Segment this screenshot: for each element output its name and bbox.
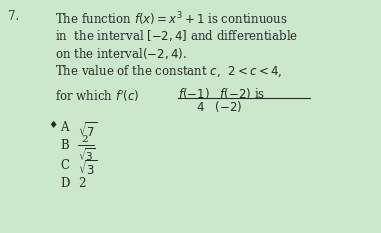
Text: 2: 2 — [78, 177, 85, 190]
Text: B: B — [60, 139, 69, 152]
Text: The value of the constant $c$,  $2 < c < 4$,: The value of the constant $c$, $2 < c < … — [55, 64, 282, 79]
Text: C: C — [60, 159, 69, 172]
Text: in  the interval $[-2, 4]$ and differentiable: in the interval $[-2, 4]$ and differenti… — [55, 28, 298, 43]
Text: $4$   $(-2)$: $4$ $(-2)$ — [196, 99, 242, 114]
Text: $\sqrt{3}$: $\sqrt{3}$ — [78, 146, 96, 163]
Text: $f(-1)$   $f(-2)$ is: $f(-1)$ $f(-2)$ is — [178, 86, 265, 101]
Text: $\sqrt{7}$: $\sqrt{7}$ — [78, 121, 97, 140]
Text: A: A — [60, 121, 69, 134]
Text: The function $f(x) = x^3 + 1$ is continuous: The function $f(x) = x^3 + 1$ is continu… — [55, 10, 288, 27]
Text: 7.: 7. — [8, 10, 19, 23]
Text: ♦: ♦ — [48, 121, 57, 130]
Text: 2: 2 — [81, 135, 88, 144]
Text: for which $f'(c)$: for which $f'(c)$ — [55, 88, 139, 103]
Text: D: D — [60, 177, 69, 190]
Text: on the interval$(-2, 4)$.: on the interval$(-2, 4)$. — [55, 46, 187, 61]
Text: $\sqrt{3}$: $\sqrt{3}$ — [78, 159, 97, 178]
